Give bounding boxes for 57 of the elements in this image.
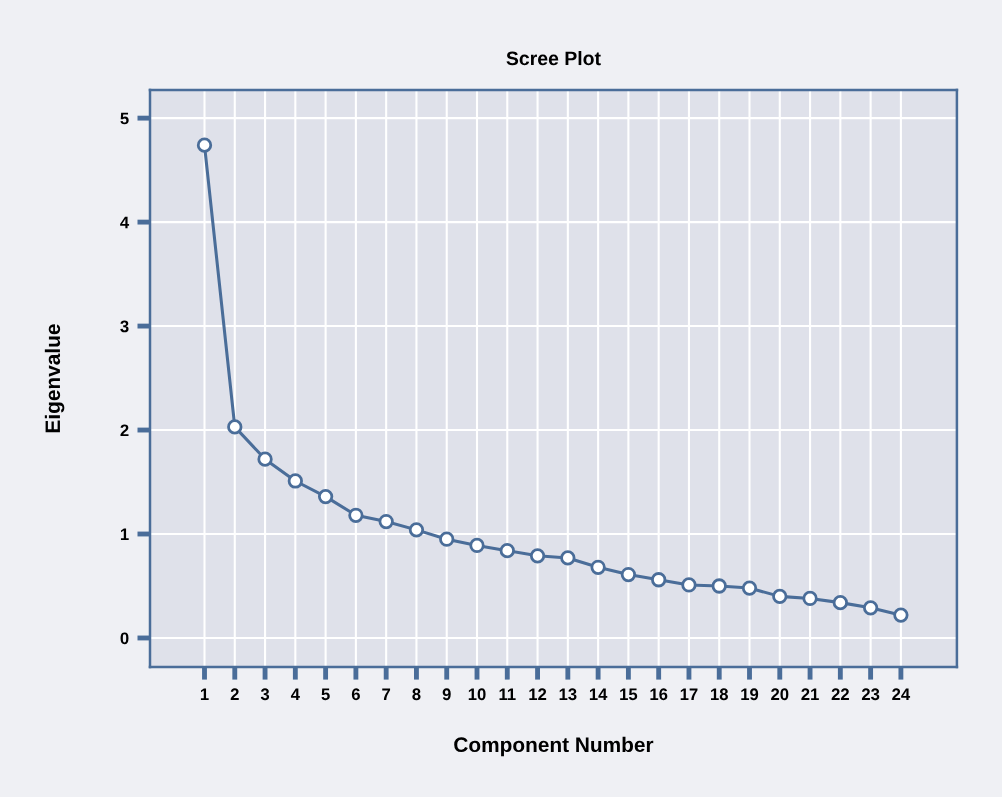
point bbox=[378, 513, 394, 530]
point bbox=[590, 559, 606, 575]
x-tick-label: 13 bbox=[559, 688, 577, 701]
y-tick-label: 3 bbox=[120, 320, 129, 333]
point bbox=[802, 590, 818, 607]
x-tick-label: 20 bbox=[771, 688, 789, 701]
x-tick-label: 2 bbox=[230, 688, 239, 700]
point bbox=[862, 600, 879, 616]
point bbox=[469, 537, 485, 554]
x-tick-label: 8 bbox=[412, 688, 421, 701]
point bbox=[741, 580, 758, 596]
y-tick-label: 2 bbox=[120, 424, 129, 437]
y-tick-label: 5 bbox=[120, 112, 129, 125]
x-tick-label: 12 bbox=[529, 688, 547, 700]
x-tick-label: 6 bbox=[351, 688, 360, 701]
point bbox=[832, 594, 848, 611]
point bbox=[227, 419, 243, 435]
x-tick-label: 18 bbox=[711, 688, 728, 701]
x-axis-title: Component Number bbox=[454, 736, 654, 757]
x-tick-label: 23 bbox=[861, 688, 880, 701]
x-tick-label: 3 bbox=[260, 688, 270, 701]
x-tick-label: 7 bbox=[382, 688, 391, 700]
x-tick-label: 15 bbox=[620, 688, 638, 701]
x-tick-label: 22 bbox=[831, 688, 849, 700]
chart-title: Scree Plot bbox=[506, 50, 601, 66]
x-tick-label: 24 bbox=[892, 688, 911, 700]
point bbox=[499, 543, 515, 559]
x-tick-label: 10 bbox=[468, 688, 486, 701]
x-tick-label: 19 bbox=[741, 688, 759, 701]
point bbox=[439, 531, 455, 547]
x-tick-label: 16 bbox=[650, 688, 668, 701]
x-tick-label: 5 bbox=[321, 688, 330, 701]
point bbox=[620, 566, 637, 583]
y-axis-title: Eigenvalue bbox=[44, 324, 65, 433]
y-tick-label: 4 bbox=[120, 216, 130, 229]
x-tick-label: 11 bbox=[499, 688, 516, 700]
point bbox=[317, 488, 334, 505]
point bbox=[287, 473, 303, 489]
point bbox=[772, 588, 788, 605]
point bbox=[560, 550, 576, 566]
point bbox=[408, 522, 425, 538]
point bbox=[529, 548, 546, 564]
point bbox=[651, 572, 667, 588]
x-tick-label: 1 bbox=[200, 688, 209, 700]
x-tick-label: 21 bbox=[801, 688, 819, 700]
point bbox=[257, 451, 273, 467]
x-tick-label: 14 bbox=[589, 688, 608, 700]
point bbox=[893, 607, 909, 623]
x-tick-label: 9 bbox=[442, 688, 451, 701]
x-tick-label: 17 bbox=[680, 688, 698, 700]
point bbox=[348, 507, 364, 523]
point bbox=[681, 577, 697, 593]
point bbox=[711, 578, 727, 594]
y-tick-label: 1 bbox=[120, 528, 129, 541]
point bbox=[196, 137, 213, 153]
x-tick-label: 4 bbox=[290, 688, 300, 700]
y-tick-label: 0 bbox=[120, 632, 129, 645]
